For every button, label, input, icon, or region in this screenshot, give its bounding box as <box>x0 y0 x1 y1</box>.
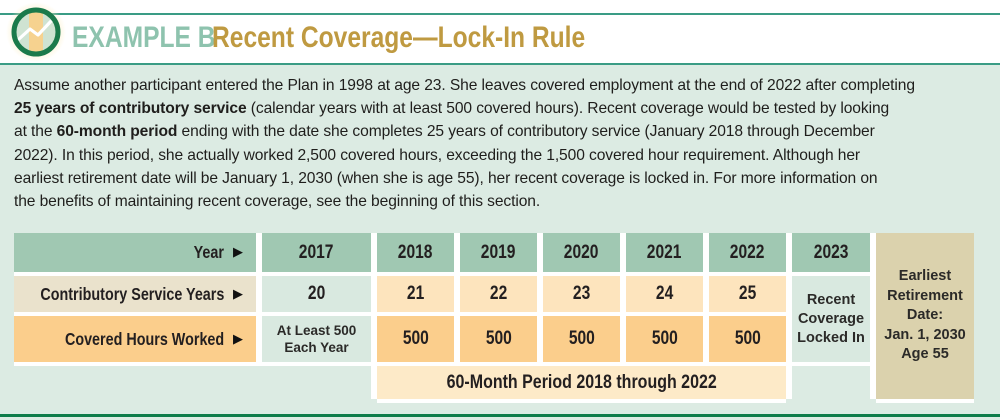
header-titles: EXAMPLE B Recent Coverage—Lock-In Rule <box>0 20 1000 60</box>
header-band <box>0 0 1000 65</box>
bottom-green-rule <box>0 414 1000 417</box>
covered-hours-2021: 500 <box>626 316 703 362</box>
service-years-row-label: Contributory Service Years ▶ <box>14 276 256 312</box>
year-cell-2017: 2017 <box>262 233 371 272</box>
service-years-2019: 22 <box>460 276 537 312</box>
year-cell-2019: 2019 <box>460 233 537 272</box>
paragraph-line: the benefits of maintaining recent cover… <box>14 193 541 211</box>
paragraph-line: earliest retirement date will be January… <box>14 169 878 187</box>
earliest-retirement-cell: Earliest Retirement Date: Jan. 1, 2030 A… <box>876 233 974 399</box>
header-bottom-teal-rule <box>0 63 1000 65</box>
service-years-2018: 21 <box>377 276 454 312</box>
right-triangle-icon: ▶ <box>233 286 243 302</box>
trend-line-circle-icon <box>6 2 66 62</box>
description-paragraph: Assume another participant entered the P… <box>14 74 992 213</box>
year-cell-2021: 2021 <box>626 233 703 272</box>
year-row-label: Year ▶ <box>14 233 256 272</box>
covered-hours-2017: At Least 500 Each Year <box>262 316 371 362</box>
year-cell-2023: 2023 <box>792 233 870 272</box>
service-years-2017: 20 <box>262 276 371 312</box>
covered-hours-2022: 500 <box>709 316 786 362</box>
page-title: Recent Coverage—Lock-In Rule <box>212 21 586 54</box>
table-footer-spacer <box>792 366 870 399</box>
example-label: EXAMPLE B <box>72 21 216 54</box>
paragraph-line: at the 60-month period ending with the d… <box>14 123 875 141</box>
year-cell-2022: 2022 <box>709 233 786 272</box>
year-cell-2020: 2020 <box>543 233 620 272</box>
paragraph-line: Assume another participant entered the P… <box>14 77 915 94</box>
paragraph-line: 2022). In this period, she actually work… <box>14 146 860 164</box>
service-years-2021: 24 <box>626 276 703 312</box>
coverage-table: Year ▶ 2017 2018 2019 2020 2021 2022 202… <box>14 233 974 399</box>
white-underline-bar <box>377 399 786 403</box>
white-underline-tan <box>876 399 974 403</box>
paragraph-line: 25 years of contributory service (calend… <box>14 100 890 118</box>
service-years-2022: 25 <box>709 276 786 312</box>
sixty-month-period-bar: 60-Month Period 2018 through 2022 <box>377 366 786 399</box>
covered-hours-2018: 500 <box>377 316 454 362</box>
covered-hours-2019: 500 <box>460 316 537 362</box>
right-triangle-icon: ▶ <box>233 331 243 347</box>
year-cell-2018: 2018 <box>377 233 454 272</box>
service-years-2020: 23 <box>543 276 620 312</box>
top-teal-rule <box>0 13 1000 15</box>
covered-hours-2020: 500 <box>543 316 620 362</box>
recent-coverage-locked-in-cell: Recent Coverage Locked In <box>792 276 870 362</box>
right-triangle-icon: ▶ <box>233 245 243 260</box>
covered-hours-row-label: Covered Hours Worked ▶ <box>14 316 256 362</box>
table-footer-spacer <box>262 366 371 399</box>
